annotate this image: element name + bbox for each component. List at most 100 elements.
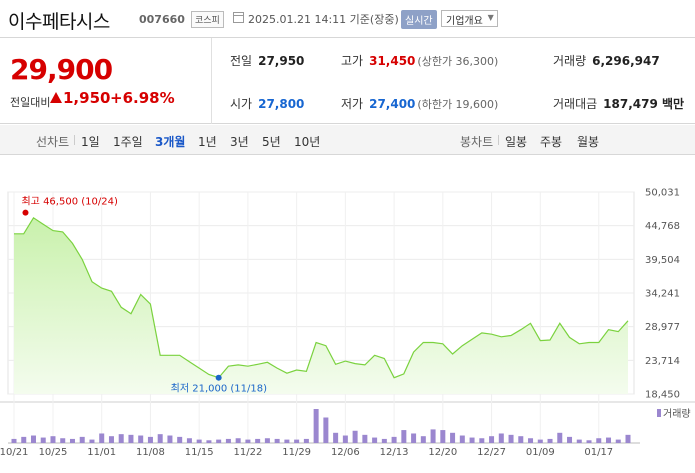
x-tick-label: 11/29 [282,447,311,458]
divider [211,38,212,124]
min-marker [215,374,222,381]
volume-bar [108,436,114,443]
volume-bar [40,437,46,443]
volume-bar [537,439,543,443]
volume-bar [411,433,417,443]
volume-bar [50,436,56,443]
period-3m[interactable]: 3개월 [155,135,186,149]
volume-bar [440,430,446,443]
low-price: 저가 27,400 (하한가 19,600) [341,95,498,112]
y-tick-label: 18,450 [645,390,680,401]
volume-bar [186,438,192,443]
volume-bar [469,437,475,443]
y-tick-label: 44,768 [645,221,680,232]
volume-bar [138,435,144,443]
volume-bar [157,434,163,443]
x-tick-label: 11/01 [87,447,116,458]
volume-bar [372,437,378,443]
volume-bar [313,409,319,443]
period-10y[interactable]: 10년 [294,135,321,149]
high-label: 고가 [341,54,364,68]
company-info-label: 기업개요 [446,16,483,27]
period-3y[interactable]: 3년 [230,135,249,149]
candle-weekly[interactable]: 주봉 [540,135,563,149]
y-tick-label: 34,241 [645,288,680,299]
period-5y[interactable]: 5년 [262,135,281,149]
volume-bar [167,435,173,443]
open-value: 27,800 [258,97,305,111]
volume-bar [547,438,553,443]
volume-bar [576,439,582,443]
low-value: 27,400 [369,97,416,111]
x-tick-label: 11/08 [136,447,165,458]
x-axis-ticks: 10/21 10/25 11/01 11/08 11/15 11/22 11/29 12/06… [0,447,613,458]
company-info-select[interactable]: 기업개요 ▼ [441,10,498,27]
high-price: 고가 31,450 (상한가 36,300) [341,52,498,69]
divider [498,135,499,145]
volume-bar [177,436,183,443]
volume-bar [216,439,222,443]
volume-bar [508,434,514,443]
period-1y[interactable]: 1년 [198,135,217,149]
candle-monthly[interactable]: 월봉 [577,135,600,149]
amount-label: 거래대금 [553,97,598,111]
market-badge: 코스피 [191,11,224,28]
volume-bar [255,438,261,443]
volume-bar [342,435,348,443]
quote-summary: 29,900 전일대비 1,950 +6.98% 전일 27,950 고가 31,4… [0,38,695,124]
volume-bar [596,438,602,443]
volume-bar [420,436,426,443]
volume-bar [430,429,436,443]
volume-label: 거래량 [553,54,587,68]
divider [74,135,75,145]
y-axis-ticks: 50,031 44,768 39,504 34,241 28,977 23,714 18,4… [645,188,680,401]
x-tick-label: 12/27 [477,447,506,458]
volume-bar [264,438,270,443]
y-tick-label: 39,504 [645,255,680,266]
x-tick-label: 10/21 [0,447,28,458]
y-tick-label: 50,031 [645,188,680,199]
period-1d[interactable]: 1일 [81,135,100,149]
chevron-down-icon: ▼ [487,13,494,22]
x-tick-label: 01/17 [584,447,613,458]
period-1w[interactable]: 1주일 [113,135,143,149]
current-price: 29,900 [10,53,113,86]
y-tick-label: 28,977 [645,322,680,333]
candle-daily[interactable]: 일봉 [505,135,528,149]
volume-bar [294,439,300,443]
price-area [14,217,628,394]
volume-bar [381,438,387,443]
volume-bar [401,430,407,443]
x-tick-label: 11/22 [233,447,262,458]
volume-bar [459,435,465,443]
volume-bar [196,439,202,443]
volume-bar [206,440,212,443]
upper-limit: (상한가 36,300) [417,55,499,68]
volume-bar [284,439,290,443]
volume-bar [362,434,368,443]
trade-amount: 거래대금 187,479 백만 [553,95,684,112]
volume-bar [518,436,524,443]
stock-code: 007660 [139,13,185,26]
volume-bar [528,438,534,443]
line-chart-label: 선차트 [36,135,70,149]
calendar-icon [233,12,244,23]
volume-bar [489,436,495,443]
volume-bar [225,438,231,443]
volume-bar [30,435,36,443]
volume-bar [147,436,153,443]
volume-bar [333,432,339,443]
volume-bar [391,436,397,443]
volume-value: 6,296,947 [592,54,660,68]
volume-bar [245,439,251,443]
volume-bar [606,437,612,443]
low-label: 저가 [341,97,364,111]
volume-bar [323,417,329,443]
realtime-button[interactable]: 실시간 [401,10,437,29]
volume-bar [274,438,280,443]
volume-bar [352,430,358,443]
lower-limit: (하한가 19,600) [417,98,499,111]
change-rate: +6.98% [110,89,175,107]
volume-bar [69,438,75,443]
x-tick-label: 10/25 [39,447,68,458]
